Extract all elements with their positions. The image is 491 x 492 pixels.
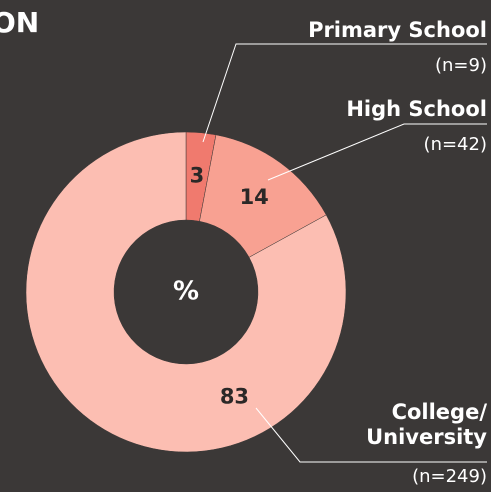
category-label: College/ University [366, 400, 487, 449]
value-label: 14 [240, 185, 269, 209]
slice [199, 134, 327, 258]
slice [25, 131, 347, 453]
leader-lines [202, 43, 487, 463]
slices [25, 131, 347, 453]
count-label: (n=9) [435, 55, 487, 76]
leader-line [267, 123, 487, 181]
category-label: Primary School [308, 18, 487, 42]
count-label: (n=42) [423, 134, 487, 155]
center-label: % [173, 277, 199, 307]
leader-line [202, 43, 487, 143]
value-label: 3 [190, 164, 205, 188]
leader-line [255, 407, 487, 463]
value-label: 83 [220, 384, 249, 408]
category-label: High School [346, 97, 487, 121]
chart-title: ON [0, 6, 40, 39]
count-label: (n=249) [412, 466, 487, 487]
